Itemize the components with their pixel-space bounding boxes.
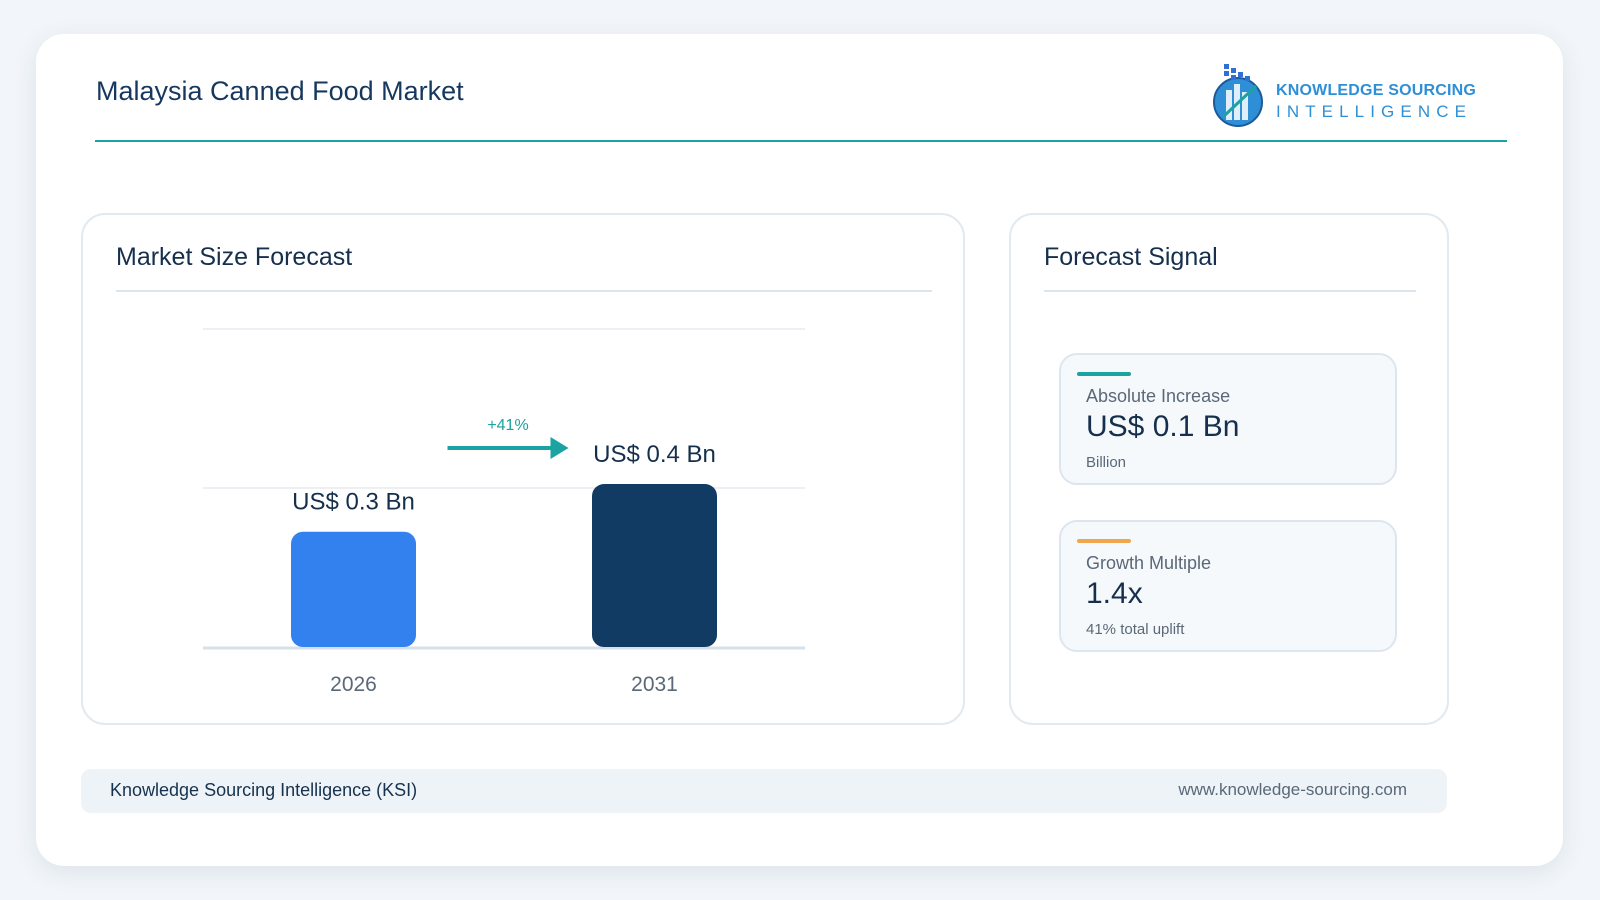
page-title: Malaysia Canned Food Market bbox=[96, 76, 464, 106]
bar bbox=[291, 531, 416, 647]
bar bbox=[592, 484, 717, 647]
signal-panel-divider bbox=[1044, 290, 1416, 292]
bar-value-label: US$ 0.4 Bn bbox=[593, 441, 716, 468]
growth-arrow-head-icon bbox=[550, 437, 569, 460]
x-tick-label: 2026 bbox=[330, 673, 377, 696]
market-size-panel: Market Size Forecast US$ 0.3 Bn 2026 US$ 0… bbox=[81, 213, 965, 725]
market-panel-divider bbox=[116, 290, 932, 292]
signal-panel-title: Forecast Signal bbox=[1044, 243, 1218, 271]
signal-label: Absolute Increase bbox=[1086, 386, 1231, 406]
footer-company: Knowledge Sourcing Intelligence (KSI) bbox=[110, 780, 418, 800]
signal-value: US$ 0.1 Bn bbox=[1086, 410, 1240, 443]
signal-value: 1.4x bbox=[1086, 577, 1143, 610]
footer-website-link[interactable]: www.knowledge-sourcing.com bbox=[1178, 780, 1407, 799]
header-divider bbox=[95, 140, 1507, 142]
report-card: Malaysia Canned Food Market KNOWLEDGE SO… bbox=[36, 34, 1563, 866]
market-size-chart: US$ 0.3 Bn 2026 US$ 0.4 Bn 2031 +41% bbox=[203, 328, 805, 696]
footer-bar: Knowledge Sourcing Intelligence (KSI) ww… bbox=[81, 769, 1447, 813]
logo-mark-icon bbox=[1213, 64, 1263, 127]
forecast-signal-panel: Forecast Signal Absolute Increase US$ 0.… bbox=[1009, 213, 1449, 725]
brand-logo: KNOWLEDGE SOURCING INTELLIGENCE bbox=[1212, 60, 1482, 130]
logo-line2: INTELLIGENCE bbox=[1276, 102, 1473, 121]
logo-line1: KNOWLEDGE SOURCING bbox=[1276, 82, 1477, 99]
absolute-increase-card: Absolute Increase US$ 0.1 Bn Billion bbox=[1059, 353, 1397, 485]
signal-note: Billion bbox=[1086, 454, 1127, 471]
signal-accent-bar bbox=[1077, 539, 1131, 543]
x-tick-label: 2031 bbox=[631, 673, 678, 696]
growth-label: +41% bbox=[487, 417, 528, 434]
bar-value-label: US$ 0.3 Bn bbox=[292, 489, 415, 516]
signal-note: 41% total uplift bbox=[1086, 621, 1185, 638]
market-panel-title: Market Size Forecast bbox=[116, 243, 353, 271]
growth-multiple-card: Growth Multiple 1.4x 41% total uplift bbox=[1059, 520, 1397, 652]
signal-label: Growth Multiple bbox=[1086, 553, 1212, 573]
signal-accent-bar bbox=[1077, 372, 1131, 376]
